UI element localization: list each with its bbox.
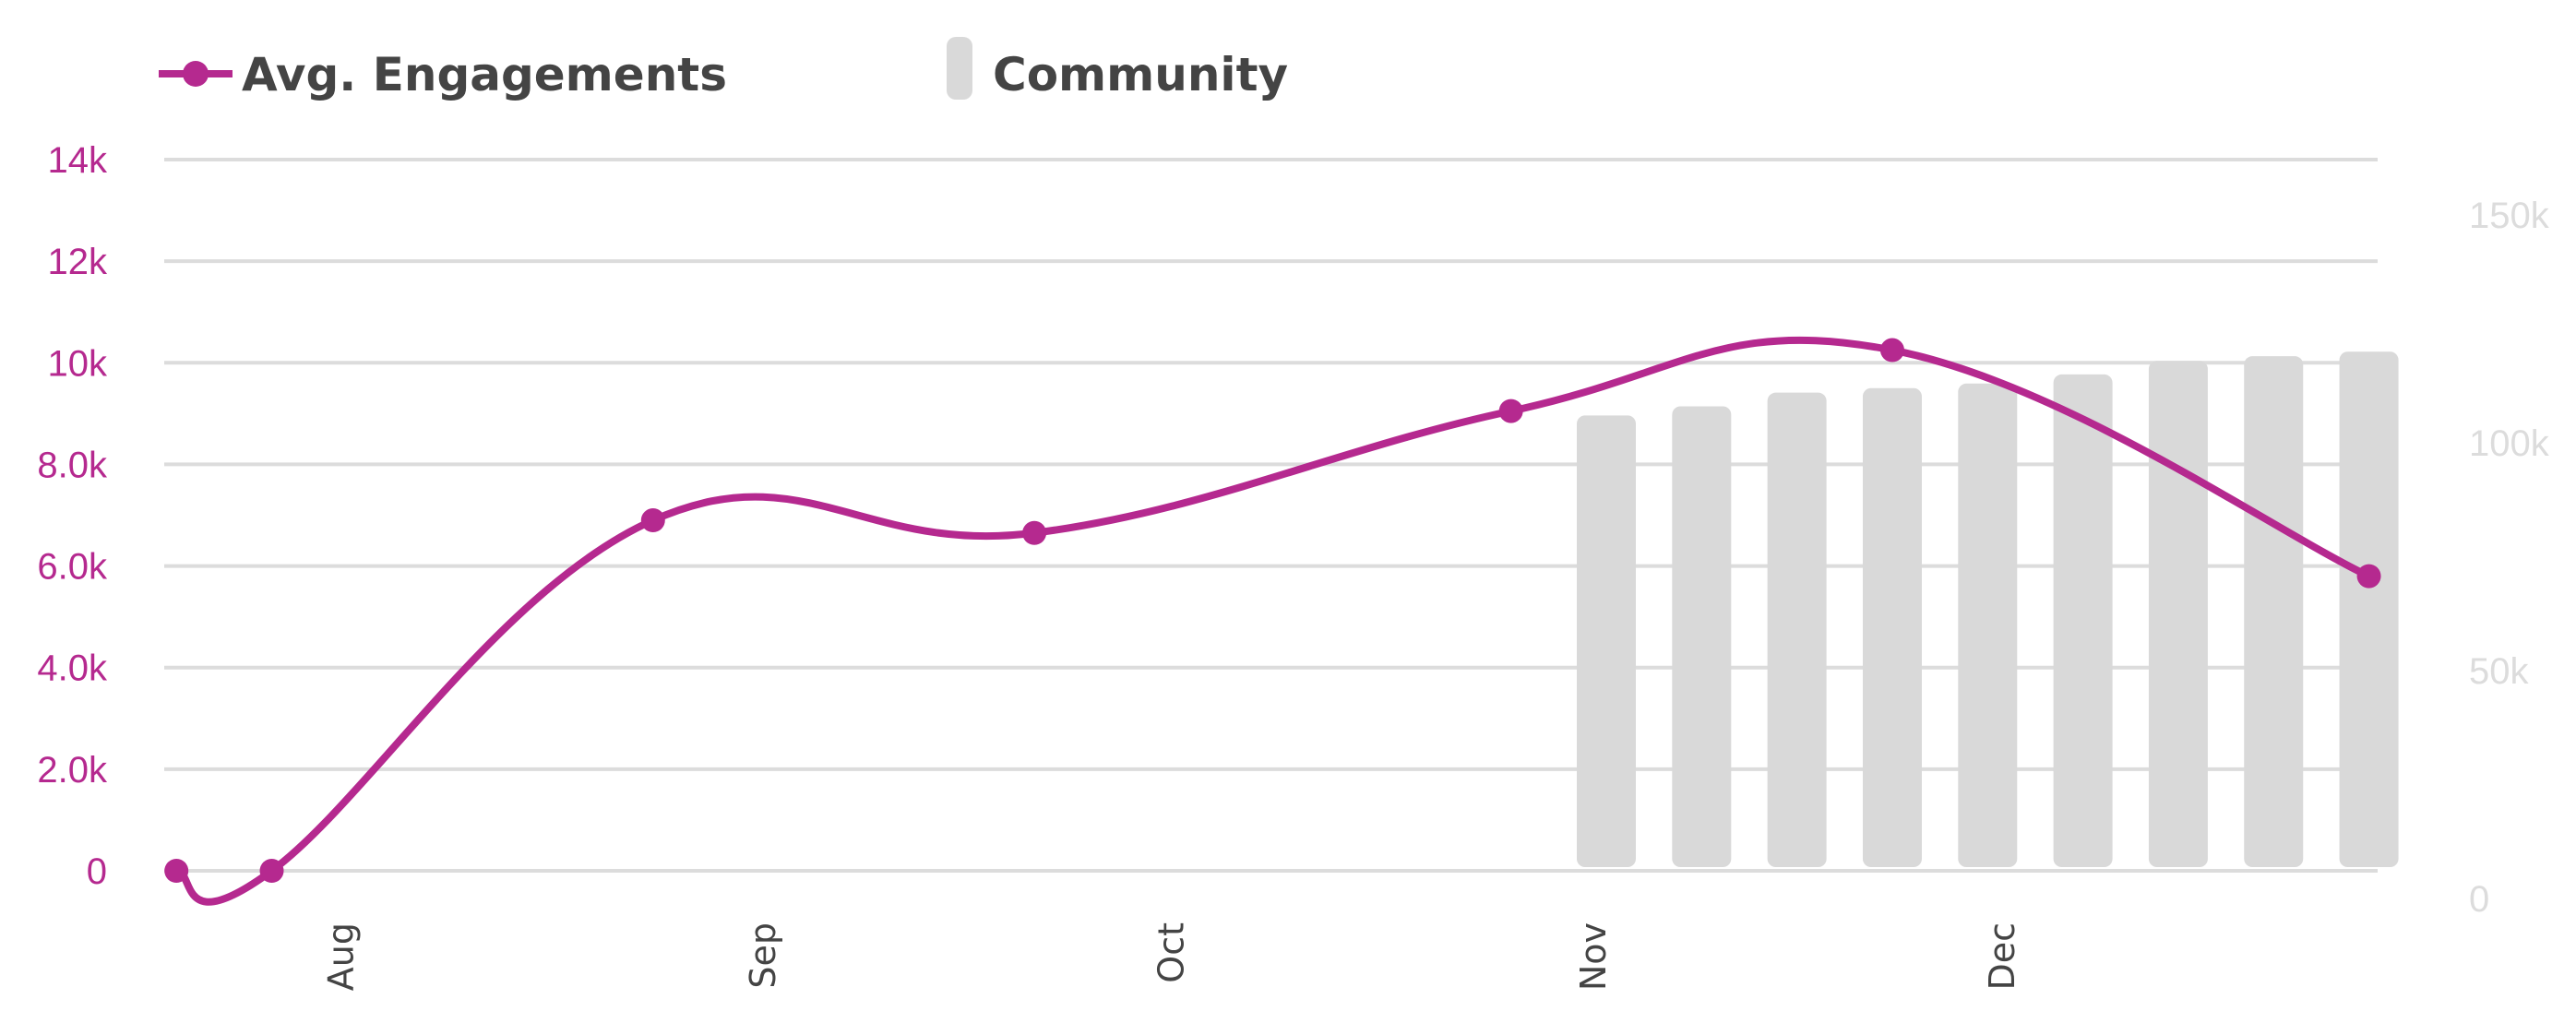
x-tick-label: Oct [1151,922,1192,983]
legend-label: Avg. Engagements [242,48,727,101]
right-y-tick-label: 50k [2469,651,2529,692]
legend-bar-marker [947,37,972,100]
gridlines [164,158,2378,873]
left-y-axis: 0 2.0k 4.0k 6.0k 8.0k 10k 12k 14k [37,140,108,892]
community-bar [2053,374,2113,867]
right-y-axis: 0 50k 100k 150k [2469,196,2550,920]
community-bar [1958,383,2018,867]
x-tick-label: Dec [1982,922,2022,991]
avg-engagements-point [2356,564,2381,589]
left-y-tick-label: 4.0k [37,648,108,689]
left-y-tick-label: 10k [48,343,108,384]
avg-engagements-point [164,859,189,883]
avg-engagements-point [1022,520,1047,545]
community-bar [1577,415,1636,867]
x-tick-label: Sep [743,922,783,989]
avg-engagements-point [1879,338,1904,363]
avg-engagements-point [640,508,665,533]
legend-item-avg-engagements[interactable]: Avg. Engagements [159,48,727,101]
left-y-tick-label: 6.0k [37,547,108,588]
left-y-tick-label: 14k [48,140,108,181]
legend-item-community[interactable]: Community [947,37,1288,101]
community-bar [2244,356,2304,867]
right-y-tick-label: 0 [2469,879,2489,920]
x-tick-label: Aug [320,922,361,991]
x-tick-label: Nov [1573,922,1614,991]
left-y-tick-label: 8.0k [37,445,108,485]
left-y-tick-label: 2.0k [37,750,108,791]
community-bar [2339,351,2399,867]
legend-dot-marker [183,61,209,87]
avg-engagements-point [259,859,284,883]
avg-engagements-point [1498,398,1523,423]
avg-engagements-line [164,336,2381,906]
community-bar [1862,387,1922,868]
community-bars [1577,351,2399,868]
right-y-tick-label: 150k [2469,196,2550,236]
avg-engagements-path [173,336,2373,906]
community-bar [1767,392,1827,867]
community-bar [2148,361,2208,868]
community-bar [1672,406,1732,867]
left-y-tick-label: 0 [87,851,107,892]
right-y-tick-label: 100k [2469,423,2550,464]
legend-label: Community [993,48,1288,101]
legend: Avg. Engagements Community [159,37,1288,101]
left-y-tick-label: 12k [48,242,108,282]
x-axis: Aug Sep Oct Nov Dec [320,922,2022,991]
